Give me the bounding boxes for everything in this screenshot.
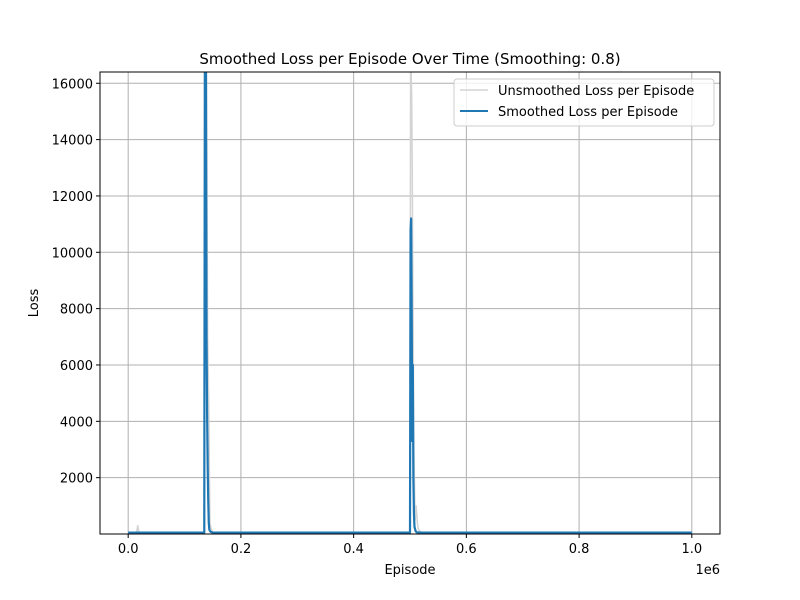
- y-axis-ticks: 2000 4000 6000 8000 10000 12000 14000 16000: [52, 77, 100, 487]
- x-axis-label: Episode: [384, 563, 435, 578]
- legend: Unsmoothed Loss per Episode Smoothed Los…: [453, 78, 715, 127]
- y-tick-label: 4000: [60, 415, 93, 430]
- y-tick-label: 6000: [60, 359, 93, 374]
- legend-label-unsmoothed: Unsmoothed Loss per Episode: [498, 84, 694, 99]
- chart-title: Smoothed Loss per Episode Over Time (Smo…: [199, 50, 620, 68]
- x-tick-label: 0.0: [118, 542, 139, 557]
- legend-label-smoothed: Smoothed Loss per Episode: [498, 105, 678, 120]
- plot-frame: [99, 71, 721, 535]
- y-tick-label: 12000: [52, 190, 93, 205]
- x-axis-ticks: 0.0 0.2 0.4 0.6 0.8 1.0: [118, 534, 702, 557]
- smoothed-loss-line: [128, 72, 692, 534]
- x-tick-label: 0.4: [343, 542, 364, 557]
- x-axis-offset-label: 1e6: [695, 563, 720, 578]
- legend-box: [453, 78, 715, 127]
- plot-series: [128, 72, 692, 534]
- y-tick-label: 10000: [52, 246, 93, 261]
- y-tick-label: 8000: [60, 303, 93, 318]
- y-axis-label: Loss: [27, 289, 42, 318]
- x-tick-label: 1.0: [681, 542, 702, 557]
- y-tick-label: 16000: [52, 77, 93, 92]
- y-tick-label: 14000: [52, 134, 93, 149]
- y-tick-label: 2000: [60, 472, 93, 487]
- x-tick-label: 0.8: [569, 542, 590, 557]
- x-tick-label: 0.6: [456, 542, 477, 557]
- x-tick-label: 0.2: [231, 542, 252, 557]
